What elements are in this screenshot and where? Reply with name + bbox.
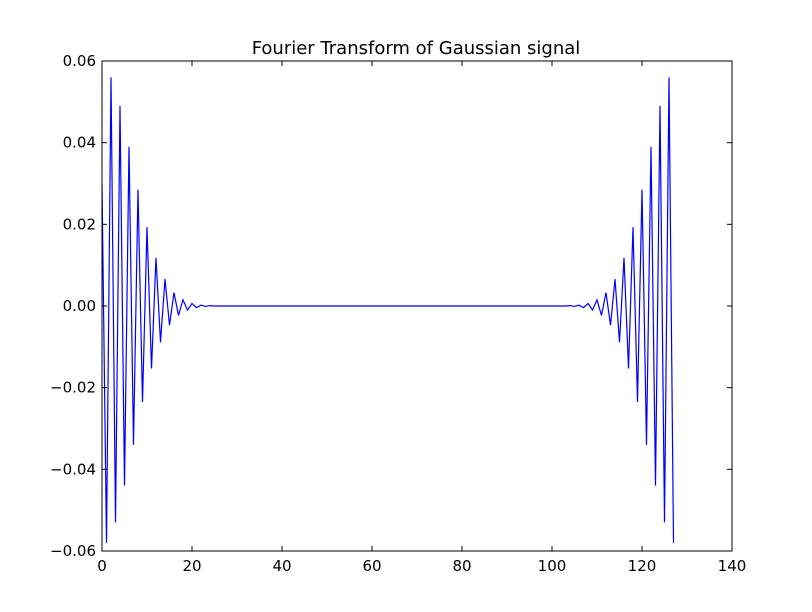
x-tick-label: 80 bbox=[452, 557, 471, 575]
x-tick-label: 140 bbox=[718, 557, 747, 575]
y-tick-label: 0.00 bbox=[63, 297, 96, 315]
x-tick-label: 20 bbox=[182, 557, 201, 575]
y-tick-label: −0.06 bbox=[50, 542, 96, 560]
x-tick-label: 40 bbox=[272, 557, 291, 575]
chart-title: Fourier Transform of Gaussian signal bbox=[252, 38, 581, 59]
plot-area: 0 20 40 60 80 100 120 140 0.06 0.04 0.02 0.00 −0.02 −… bbox=[50, 52, 746, 575]
series-line-0 bbox=[102, 77, 675, 543]
y-tick-label: 0.06 bbox=[63, 52, 96, 70]
y-tick-label: −0.04 bbox=[50, 460, 96, 478]
y-tick-label: −0.02 bbox=[50, 379, 96, 397]
y-tick-label: 0.02 bbox=[63, 215, 96, 233]
x-tick-label: 100 bbox=[538, 557, 567, 575]
x-tick-label: 120 bbox=[628, 557, 657, 575]
y-tick-label: 0.04 bbox=[63, 134, 96, 152]
x-tick-label: 0 bbox=[97, 557, 107, 575]
x-tick-label: 60 bbox=[362, 557, 381, 575]
